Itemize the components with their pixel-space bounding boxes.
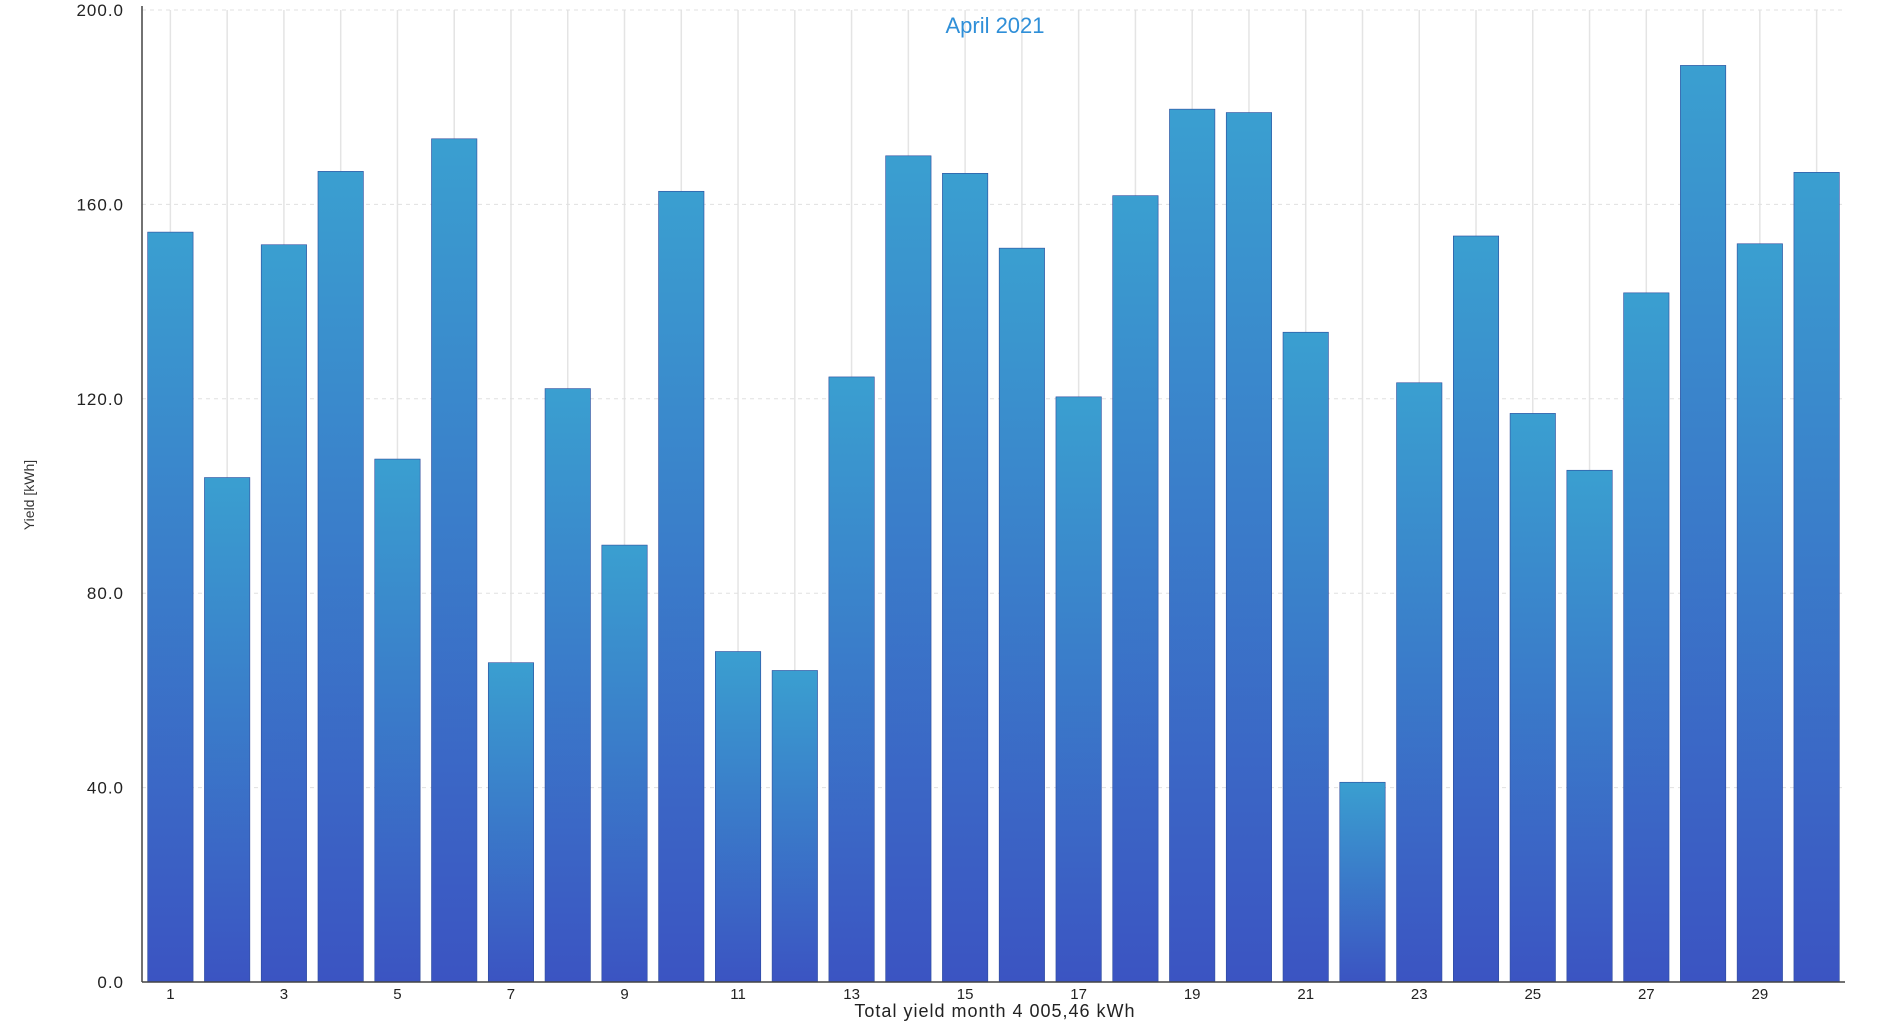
bar-day-24 bbox=[1453, 235, 1500, 983]
y-tick-label: 160.0 bbox=[76, 195, 124, 214]
x-tick-label: 15 bbox=[957, 986, 974, 1003]
bar-day-19 bbox=[1169, 108, 1216, 983]
y-tick-label: 200.0 bbox=[76, 1, 124, 20]
bar-day-25 bbox=[1509, 413, 1556, 983]
y-tick-label: 80.0 bbox=[87, 584, 124, 603]
bar-day-29 bbox=[1736, 243, 1783, 983]
x-tick-label: 27 bbox=[1638, 986, 1655, 1003]
x-tick-label: 7 bbox=[507, 986, 515, 1003]
bar-day-26 bbox=[1566, 469, 1613, 983]
bar-day-18 bbox=[1112, 195, 1159, 983]
bar-day-30 bbox=[1793, 172, 1840, 983]
bar-day-5 bbox=[374, 458, 421, 983]
bar-day-10 bbox=[658, 190, 705, 983]
bar-day-11 bbox=[715, 651, 762, 983]
x-axis-label: Total yield month 4 005,46 kWh bbox=[854, 1001, 1135, 1021]
x-tick-label: 19 bbox=[1184, 986, 1201, 1003]
y-tick-label: 120.0 bbox=[76, 390, 124, 409]
y-tick-label: 40.0 bbox=[87, 779, 124, 798]
bar-day-7 bbox=[487, 662, 534, 983]
x-tick-label: 23 bbox=[1411, 986, 1428, 1003]
x-tick-label: 21 bbox=[1297, 986, 1314, 1003]
bar-day-4 bbox=[317, 171, 364, 983]
bar-layer bbox=[147, 65, 1840, 983]
x-tick-label: 1 bbox=[166, 986, 174, 1003]
x-tick-label: 9 bbox=[620, 986, 628, 1003]
bar-day-17 bbox=[1055, 396, 1102, 983]
bar-day-14 bbox=[885, 155, 932, 983]
bar-day-6 bbox=[431, 138, 478, 983]
y-axis-label: Yield [kWh] bbox=[21, 460, 37, 530]
bar-day-16 bbox=[998, 247, 1045, 983]
x-tick-label: 11 bbox=[730, 986, 746, 1003]
bar-day-20 bbox=[1225, 112, 1272, 983]
bar-day-23 bbox=[1396, 382, 1443, 983]
bar-day-13 bbox=[828, 376, 875, 983]
x-tick-label: 29 bbox=[1752, 986, 1769, 1003]
bar-day-27 bbox=[1623, 292, 1670, 983]
x-tick-label: 13 bbox=[843, 986, 860, 1003]
bar-day-12 bbox=[771, 670, 818, 983]
bar-day-8 bbox=[544, 388, 591, 983]
x-tick-label: 17 bbox=[1070, 986, 1087, 1003]
chart-title: April 2021 bbox=[945, 13, 1044, 38]
bar-day-1 bbox=[147, 231, 194, 983]
bar-day-21 bbox=[1282, 331, 1329, 983]
bar-day-3 bbox=[260, 244, 307, 983]
bar-day-15 bbox=[942, 172, 989, 983]
bar-day-28 bbox=[1680, 65, 1727, 983]
x-tick-label: 25 bbox=[1524, 986, 1541, 1003]
bar-day-22 bbox=[1339, 781, 1386, 983]
x-tick-label: 3 bbox=[280, 986, 288, 1003]
y-tick-label: 0.0 bbox=[97, 973, 124, 992]
x-tick-label: 5 bbox=[393, 986, 401, 1003]
bar-day-2 bbox=[204, 477, 251, 983]
bar-day-9 bbox=[601, 544, 648, 983]
